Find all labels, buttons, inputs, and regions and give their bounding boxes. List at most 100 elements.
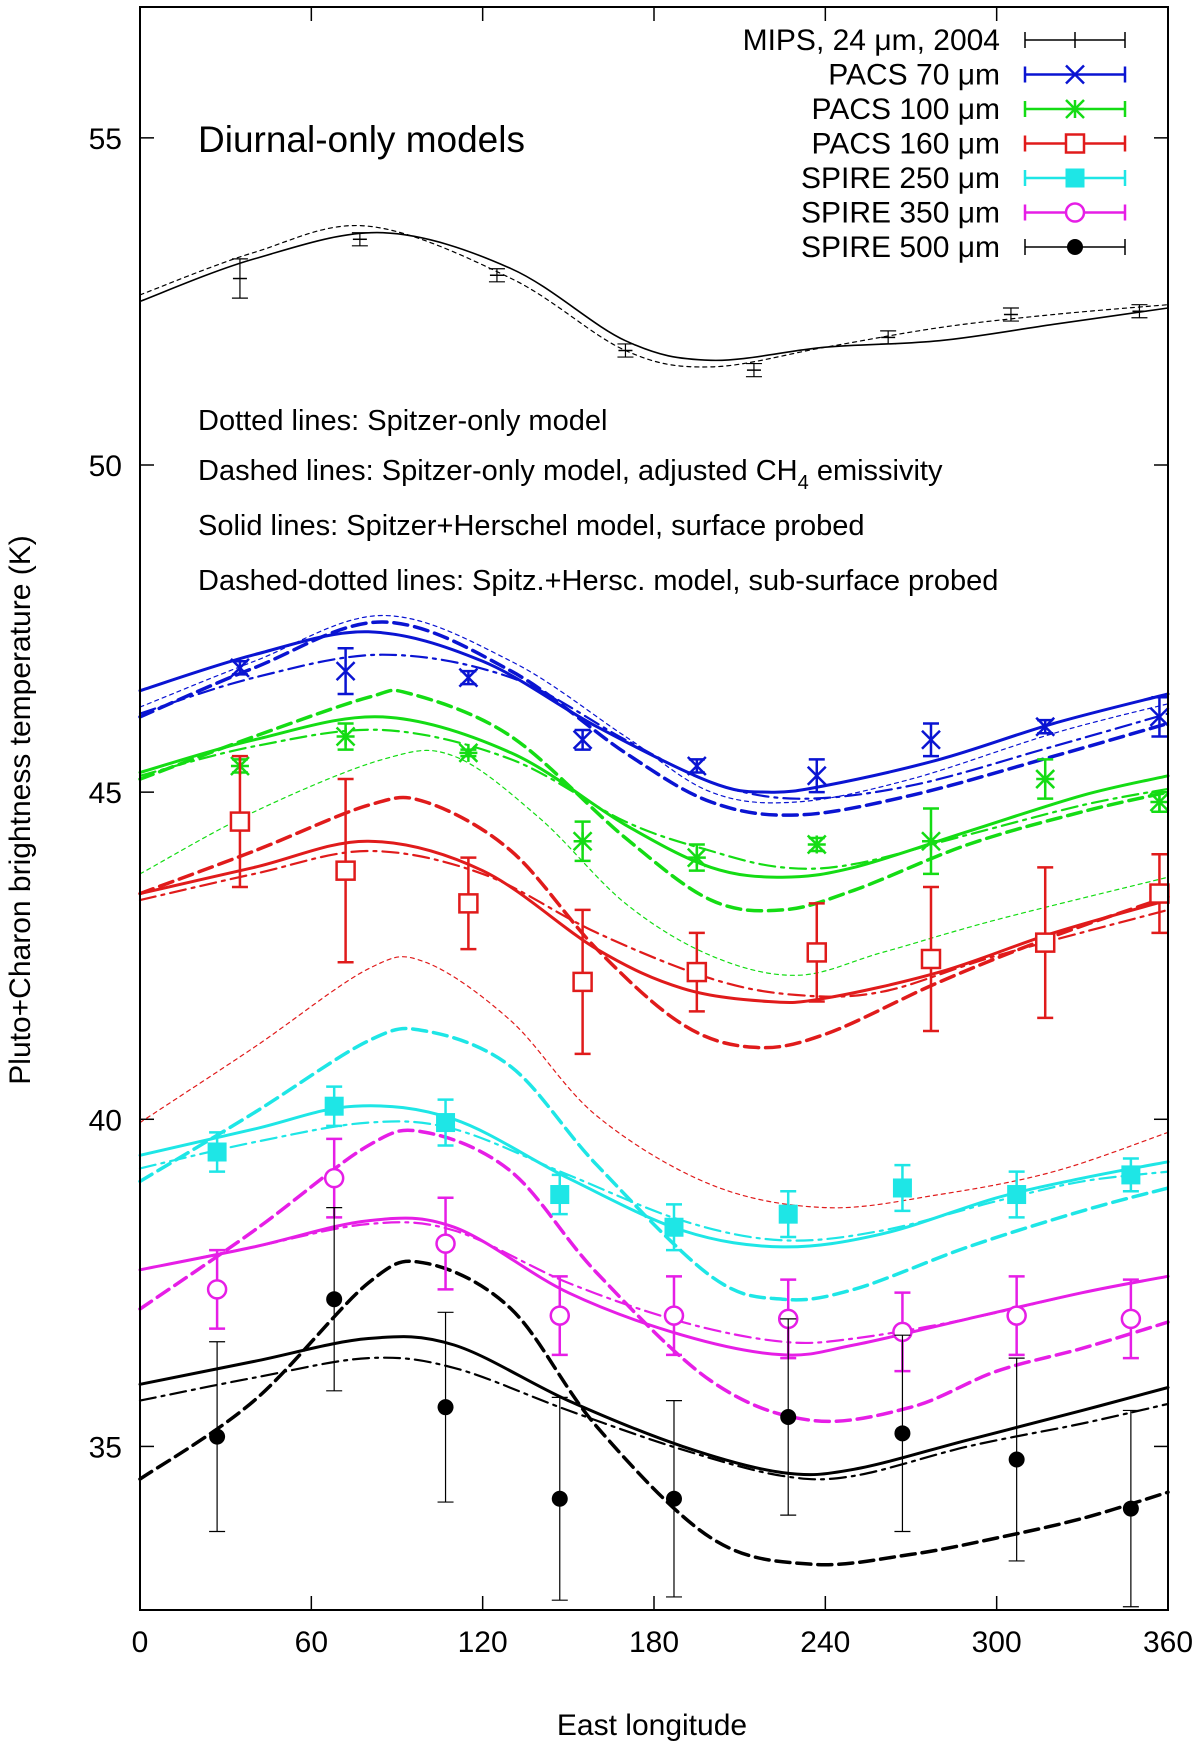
marker-x [921, 729, 941, 750]
marker-open-circle [549, 1305, 571, 1326]
marker-x [335, 661, 356, 681]
y-tick-label: 45 [89, 777, 122, 810]
x-tick-label: 120 [458, 1626, 508, 1659]
marker-filled-square [1007, 1185, 1027, 1205]
marker-x [572, 729, 593, 750]
model-curve-dashdot [138, 1356, 1170, 1481]
marker-open-square [806, 942, 828, 963]
x-tick-label: 300 [972, 1626, 1022, 1659]
series-5 [206, 1137, 1142, 1373]
model-curve-dotted [139, 614, 1169, 804]
marker-filled-square [436, 1113, 456, 1133]
legend-label: SPIRE 250 μm [801, 162, 1000, 195]
marker-open-square [229, 811, 251, 832]
marker-x [458, 667, 479, 688]
y-axis-label: Pluto+Charon brightness temperature (K) [4, 535, 37, 1084]
marker-open-square [1149, 883, 1170, 904]
marker-filled-square [324, 1096, 344, 1116]
marker-open-square [1064, 133, 1086, 154]
legend-label: PACS 70 μm [828, 59, 1000, 92]
x-tick-label: 180 [629, 1626, 679, 1659]
marker-filled-circle [1122, 1500, 1139, 1517]
series-1 [230, 646, 1170, 794]
marker-x [686, 756, 707, 776]
x-tick-label: 60 [295, 1626, 328, 1659]
model-curve-solid [138, 715, 1170, 879]
marker-filled-square [1065, 168, 1085, 188]
marker-open-square [335, 860, 356, 881]
model-curve-solid [138, 839, 1170, 1004]
marker-x [1149, 707, 1170, 727]
model-curve-dashed [138, 688, 1170, 913]
marker-open-circle [1006, 1305, 1027, 1326]
note-dashed-subscript: 4 [798, 472, 809, 494]
y-tick-label: 50 [89, 450, 122, 483]
legend-label: PACS 100 μm [812, 93, 1000, 126]
marker-open-circle [323, 1167, 345, 1189]
marker-open-square [572, 971, 593, 993]
legend-label: SPIRE 350 μm [801, 197, 1000, 230]
y-tick-label: 35 [89, 1431, 122, 1464]
series-4 [207, 1085, 1141, 1252]
note-solid: Solid lines: Spitzer+Herschel model, sur… [198, 510, 865, 542]
data-points [206, 232, 1170, 1608]
marker-x [1065, 64, 1085, 85]
marker-x [230, 657, 250, 678]
x-tick-label: 360 [1143, 1626, 1193, 1659]
series-3 [229, 754, 1170, 1056]
marker-filled-circle [894, 1425, 911, 1442]
marker-open-circle [206, 1279, 228, 1300]
model-curve-dashed [138, 1026, 1170, 1302]
marker-filled-circle [665, 1490, 682, 1507]
tick-labels: 0 60 120 180 240 300 360 35 40 45 50 55 [89, 123, 1193, 1659]
model-curve-dashed [138, 1259, 1170, 1567]
panel-label: Diurnal-only models [198, 119, 525, 160]
marker-open-circle [1064, 202, 1086, 223]
marker-filled-square [207, 1142, 227, 1162]
marker-filled-square [778, 1204, 798, 1224]
model-curve-dashdot [138, 849, 1170, 998]
marker-filled-circle [1067, 239, 1083, 255]
marker-filled-circle [326, 1291, 343, 1308]
marker-x [1035, 716, 1056, 737]
x-axis-label: East longitude [557, 1709, 747, 1742]
marker-filled-square [1121, 1165, 1141, 1185]
marker-open-circle [435, 1233, 456, 1254]
marker-x [806, 765, 827, 786]
model-curve-dotted [139, 224, 1169, 368]
marker-open-circle [663, 1305, 685, 1326]
marker-open-square [458, 893, 479, 914]
marker-open-square [1034, 932, 1056, 953]
marker-filled-square [550, 1185, 570, 1205]
legend-label: MIPS, 24 μm, 2004 [743, 24, 1000, 57]
note-dashed-suffix: emissivity [809, 455, 943, 487]
marker-filled-circle [1008, 1451, 1025, 1468]
note-dashed: Dashed lines: Spitzer-only model, adjust… [198, 455, 943, 494]
marker-filled-square [664, 1217, 684, 1237]
marker-filled-circle [437, 1399, 454, 1416]
marker-filled-circle [780, 1408, 797, 1425]
x-tick-label: 240 [800, 1626, 850, 1659]
model-curve-dotted [139, 749, 1169, 976]
marker-filled-circle [551, 1490, 568, 1507]
x-tick-label: 0 [132, 1626, 149, 1659]
note-dashed-text: Dashed lines: Spitzer-only model, adjust… [198, 455, 798, 487]
model-curve-dashed [138, 1128, 1170, 1424]
note-dashdot: Dashed-dotted lines: Spitz.+Hersc. model… [198, 565, 998, 597]
marker-open-square [920, 948, 942, 970]
marker-filled-square [892, 1178, 912, 1198]
y-tick-label: 40 [89, 1104, 122, 1137]
model-curve-dashed [138, 620, 1170, 817]
legend-label: SPIRE 500 μm [801, 231, 1000, 264]
legend-label: PACS 160 μm [812, 128, 1000, 161]
model-curve-solid [139, 231, 1169, 362]
series-6 [209, 1207, 1139, 1608]
y-tick-label: 55 [89, 123, 122, 156]
model-curve-dashdot [138, 653, 1170, 800]
series-0 [231, 232, 1148, 378]
model-curve-dotted [139, 956, 1169, 1209]
note-dotted: Dotted lines: Spitzer-only model [198, 405, 607, 437]
marker-open-square [686, 961, 708, 983]
